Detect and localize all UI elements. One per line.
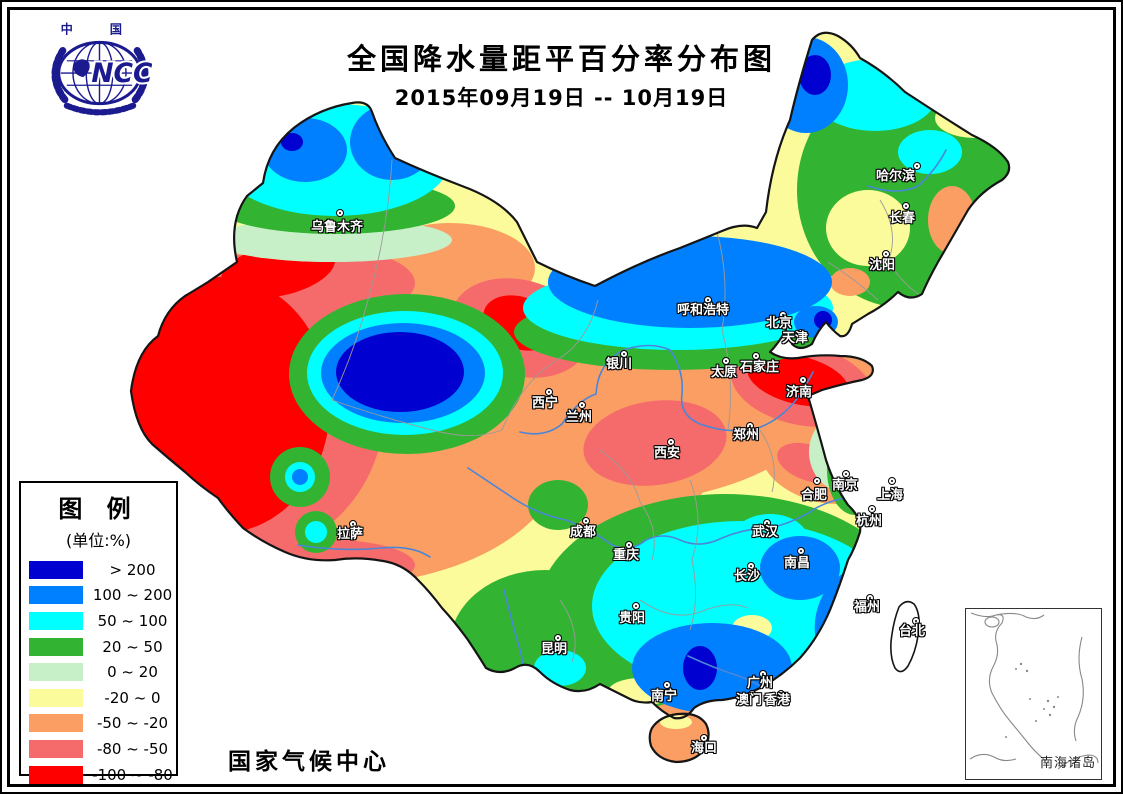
logo-wreath-right bbox=[131, 47, 149, 104]
legend-swatch bbox=[29, 688, 83, 707]
legend-swatch bbox=[29, 586, 83, 605]
logo-wreath-bottom bbox=[63, 102, 137, 116]
province-borders bbox=[331, 159, 921, 663]
page-title: 全国降水量距平百分率分布图 bbox=[346, 42, 776, 76]
songhua-river bbox=[867, 149, 947, 192]
pearl-river bbox=[687, 655, 767, 691]
taiwan-island bbox=[890, 600, 920, 673]
yarlung-river bbox=[297, 544, 431, 558]
legend-swatch bbox=[29, 560, 83, 579]
logo-ncc-text: NCC bbox=[91, 58, 153, 89]
logo-country-text: 中 国 bbox=[61, 21, 139, 36]
south-china-sea-inset: 南海诸岛 bbox=[965, 608, 1102, 780]
legend-title: 图 例 bbox=[58, 495, 139, 523]
legend-row: 0 ~ 20 bbox=[21, 659, 176, 685]
inset-china-coast bbox=[995, 612, 1045, 620]
legend-swatch bbox=[29, 765, 83, 784]
legend-swatch bbox=[29, 611, 83, 630]
legend-label: -100 ~ -80 bbox=[92, 765, 173, 784]
legend-label: -50 ~ -20 bbox=[96, 714, 169, 733]
date-range-subtitle: 2015年09月19日 -- 10月19日 bbox=[394, 86, 729, 110]
inset-malay-coast bbox=[969, 753, 1017, 762]
legend-row: -50 ~ -20 bbox=[21, 711, 176, 737]
legend-label: 50 ~ 100 bbox=[97, 611, 168, 630]
legend-items: > 200 100 ~ 200 50 ~ 100 20 ~ 50 0 ~ 20 -20 ~… bbox=[21, 557, 176, 787]
inset-label: 南海诸岛 bbox=[1039, 756, 1096, 771]
choropleth-layer bbox=[129, 31, 1011, 764]
inset-borneo bbox=[1057, 754, 1099, 770]
legend-label: 0 ~ 20 bbox=[107, 663, 158, 682]
legend-label: -20 ~ 0 bbox=[104, 688, 161, 707]
legend-label: -80 ~ -50 bbox=[96, 739, 169, 758]
legend-row: 100 ~ 200 bbox=[21, 583, 176, 609]
legend-swatch bbox=[29, 637, 83, 656]
legend-unit: (单位:%) bbox=[65, 531, 132, 550]
inset-hainan bbox=[984, 616, 1000, 628]
legend-swatch bbox=[29, 663, 83, 682]
legend-swatch bbox=[29, 739, 83, 758]
legend: 图 例 (单位:%) > 200 100 ~ 200 50 ~ 100 20 ~ 50… bbox=[19, 481, 178, 784]
legend-row: -100 ~ -80 bbox=[21, 762, 176, 788]
legend-label: > 200 bbox=[109, 560, 156, 579]
ncc-logo: 中 国 NCC bbox=[51, 21, 155, 116]
inset-map bbox=[969, 612, 1099, 770]
inset-islands bbox=[1005, 662, 1059, 738]
legend-label: 20 ~ 50 bbox=[102, 637, 163, 656]
legend-row: 50 ~ 100 bbox=[21, 608, 176, 634]
hainan-island bbox=[648, 712, 710, 764]
legend-row: -20 ~ 0 bbox=[21, 685, 176, 711]
inset-philippines bbox=[1073, 636, 1084, 742]
legend-row: 20 ~ 50 bbox=[21, 634, 176, 660]
logo-wreath-left bbox=[51, 47, 69, 104]
legend-swatch bbox=[29, 714, 83, 733]
legend-label: 100 ~ 200 bbox=[92, 586, 173, 605]
legend-row: -80 ~ -50 bbox=[21, 736, 176, 762]
inset-vietnam-coast bbox=[970, 612, 1047, 762]
logo-land bbox=[72, 59, 90, 78]
legend-row: > 200 bbox=[21, 557, 176, 583]
yangtze-river bbox=[467, 467, 854, 549]
agency-credit: 国家气候中心 bbox=[228, 749, 390, 775]
